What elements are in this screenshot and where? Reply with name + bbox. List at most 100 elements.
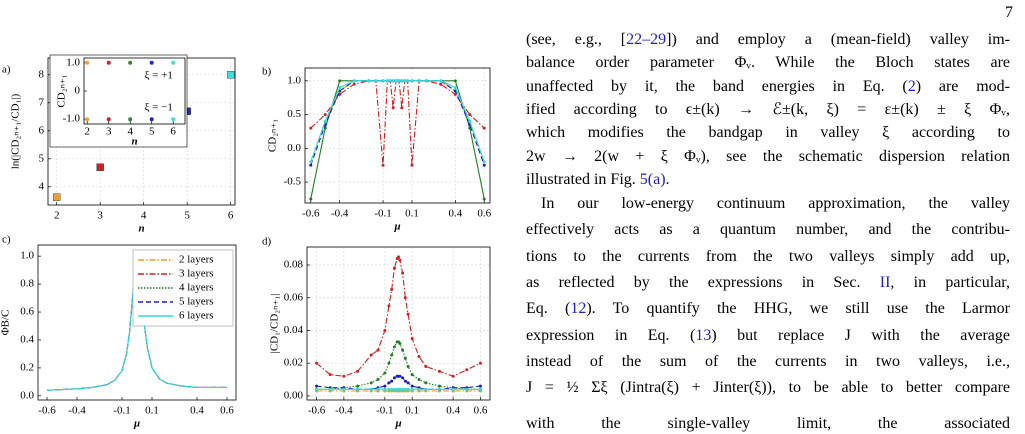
x-tick-label: 4 bbox=[141, 210, 147, 222]
x-tick-label: -0.6 bbox=[38, 405, 56, 417]
data-point bbox=[410, 337, 414, 341]
y-tick-label: 6 bbox=[39, 124, 45, 136]
text-run: , in particular, bbox=[890, 273, 1010, 291]
data-point bbox=[106, 117, 111, 122]
plot-frame bbox=[37, 244, 237, 401]
text-run: with the single-valley limit, the associ… bbox=[526, 415, 1010, 432]
x-tick-label: 3 bbox=[106, 126, 112, 138]
x-tick-label: 2 bbox=[54, 210, 60, 222]
data-point bbox=[410, 384, 414, 388]
chart-panel: -1.0 0 1.0 2 3 4 5 6 n CD₂ₙ₊₁ ξ = +1 ξ = −1 bbox=[49, 54, 188, 148]
y-tick-label: 4 bbox=[39, 180, 45, 192]
data-point bbox=[376, 378, 380, 382]
data-point bbox=[453, 79, 457, 83]
text-line: 2w → 2(w + ξ Φᵥ), see the schematic disp… bbox=[526, 147, 1010, 167]
y-tick-label: 0.5 bbox=[287, 108, 301, 120]
data-point bbox=[482, 126, 486, 130]
data-point bbox=[392, 387, 396, 391]
text-line: which modifies the bandgap in valley ξ a… bbox=[526, 123, 1010, 143]
reference-link[interactable]: 13 bbox=[695, 326, 712, 344]
data-point bbox=[410, 163, 414, 167]
series-line bbox=[310, 80, 485, 163]
data-point bbox=[391, 106, 395, 110]
data-point bbox=[398, 387, 402, 391]
data-point bbox=[309, 160, 313, 164]
text-line: with the single-valley limit, the associ… bbox=[526, 414, 1010, 434]
data-point bbox=[392, 345, 396, 349]
text-run: illustrated in Fig. bbox=[526, 170, 640, 188]
text-run: ]) and employ a (mean-field) valley im- bbox=[666, 31, 1010, 48]
reference-link[interactable]: 12 bbox=[570, 300, 587, 318]
text-line: unaffected by it, the band energies in E… bbox=[526, 77, 1010, 97]
data-point bbox=[390, 387, 394, 391]
reference-link[interactable]: 2 bbox=[907, 77, 916, 95]
data-point bbox=[439, 82, 443, 86]
x-tick-label: 0.4 bbox=[448, 208, 462, 220]
x-tick-label: -0.1 bbox=[113, 405, 130, 417]
text-line: ified according to ϵ±(k) → ℰ±(k, ξ) = ε±… bbox=[526, 100, 1010, 120]
data-point bbox=[376, 387, 380, 391]
data-point bbox=[465, 368, 469, 372]
legend-label: 2 layers bbox=[179, 254, 214, 266]
reference-link[interactable]: 22–29 bbox=[626, 31, 667, 48]
data-point bbox=[383, 371, 387, 375]
data-point bbox=[451, 374, 455, 378]
legend-label: 3 layers bbox=[179, 268, 214, 280]
plot-frame bbox=[306, 246, 491, 401]
data-point bbox=[437, 387, 441, 391]
text-run: J = ½ Σξ (Jintra(ξ) + Jinter(ξ)), to be … bbox=[526, 379, 1010, 397]
reference-link[interactable]: II bbox=[879, 273, 891, 291]
data-point bbox=[403, 296, 407, 300]
x-axis-label: μ bbox=[393, 221, 400, 233]
data-point bbox=[482, 163, 486, 167]
x-tick-label: 0.1 bbox=[405, 405, 419, 417]
text-run: ). To quantify the HHG, we still use the… bbox=[586, 300, 1010, 318]
x-axis-label: n bbox=[131, 136, 137, 148]
data-point bbox=[383, 328, 387, 332]
data-point bbox=[424, 79, 428, 83]
x-tick-label: -0.6 bbox=[302, 208, 320, 220]
data-point bbox=[417, 355, 421, 359]
data-point bbox=[315, 384, 319, 388]
data-point bbox=[406, 79, 410, 83]
x-tick-label: -0.4 bbox=[335, 405, 353, 417]
data-point bbox=[478, 361, 482, 365]
data-point bbox=[149, 117, 154, 122]
data-point bbox=[390, 288, 394, 292]
chart-panel: 0.00 0.02 0.04 0.06 0.08 -0.6 -0.4 -0.1 0.1 0.4 0.… bbox=[262, 236, 491, 429]
y-tick-label: 1.0 bbox=[20, 250, 34, 262]
data-point bbox=[385, 79, 389, 83]
data-point bbox=[387, 361, 391, 365]
text-line: Eq. (12). To quantify the HHG, we still … bbox=[526, 299, 1010, 319]
plot-frame bbox=[83, 57, 186, 125]
data-point bbox=[392, 376, 396, 380]
x-tick-label: 0.6 bbox=[477, 208, 491, 220]
reference-link[interactable]: 5(a) bbox=[639, 170, 666, 188]
text-line: instead of the sum of the currents in tw… bbox=[526, 352, 1010, 372]
y-tick-label: 0.0 bbox=[20, 389, 34, 401]
x-tick-label: 2 bbox=[84, 126, 90, 138]
text-run: ified according to ϵ±(k) → ℰ±(k, ξ) = ε±… bbox=[526, 100, 1010, 118]
data-point bbox=[439, 79, 443, 83]
data-point bbox=[149, 60, 154, 65]
y-axis-label: CD₂ₙ₊₁ bbox=[56, 74, 68, 107]
data-point bbox=[387, 381, 391, 385]
series-label: ξ = −1 bbox=[145, 102, 173, 114]
panel-label: d) bbox=[262, 236, 272, 248]
inset-background bbox=[49, 54, 188, 148]
data-point bbox=[171, 60, 176, 65]
panel-label: c) bbox=[2, 234, 11, 246]
data-point bbox=[392, 266, 396, 270]
panel-label: b) bbox=[262, 66, 272, 78]
legend-label: 4 layers bbox=[179, 282, 214, 294]
data-point bbox=[410, 387, 414, 391]
text-line: as reflected by the expressions in Sec. … bbox=[526, 273, 1010, 293]
data-point bbox=[406, 381, 410, 385]
y-tick-label: 0.08 bbox=[284, 259, 304, 271]
data-point bbox=[403, 379, 407, 383]
text-line: tions to the currents from the two valle… bbox=[526, 247, 1010, 267]
x-tick-label: 0.4 bbox=[446, 405, 460, 417]
x-tick-label: 0.1 bbox=[145, 405, 159, 417]
figure: 4 5 6 7 8 2 3 4 5 6 n ln(|CD₂ₙ₊₁/CD₁|) a) -0.5 0.0 0.5 1… bbox=[0, 54, 492, 429]
y-tick-label: 0.6 bbox=[20, 306, 34, 318]
